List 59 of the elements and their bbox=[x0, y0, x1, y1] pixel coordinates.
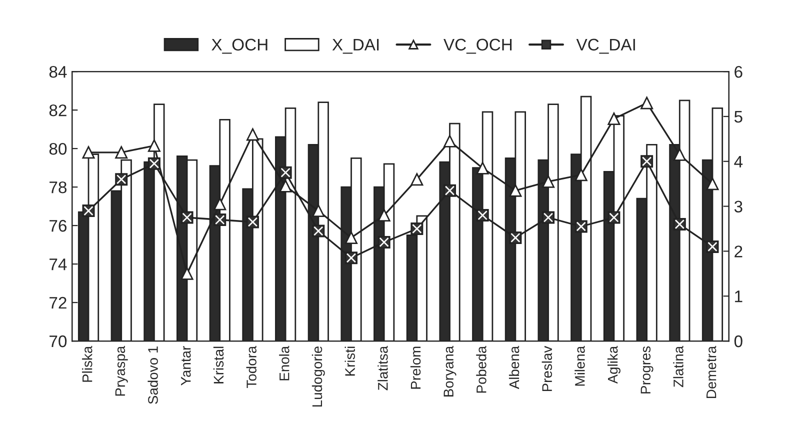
point bbox=[476, 162, 489, 174]
y-tick-label: 70 bbox=[50, 335, 67, 348]
x-tick-label: Milena bbox=[574, 346, 585, 386]
x-tick-label: Pryaspa bbox=[115, 346, 128, 396]
y-tick-label: 74 bbox=[50, 258, 67, 270]
legend-label: X_DAI bbox=[332, 38, 379, 54]
y-tick-label: 80 bbox=[49, 142, 67, 155]
legend-label: X_OCH bbox=[212, 38, 268, 54]
y2-tick-label: 4 bbox=[734, 156, 743, 168]
x-tick-label: Boryana bbox=[444, 346, 456, 396]
point bbox=[180, 267, 194, 280]
point bbox=[509, 184, 522, 197]
y-tick-label: 76 bbox=[50, 220, 66, 232]
y-tick-label: 84 bbox=[49, 66, 67, 78]
point bbox=[82, 146, 95, 159]
point bbox=[574, 168, 588, 182]
y-tick-label: 82 bbox=[49, 104, 66, 116]
x-tick-label: Albena bbox=[508, 346, 520, 390]
y2-tick-label: 0 bbox=[734, 335, 742, 348]
point bbox=[608, 112, 620, 125]
point bbox=[673, 148, 686, 161]
x-tick-label: Aglika bbox=[607, 346, 620, 384]
point bbox=[410, 173, 424, 186]
x-tick-label: Enola bbox=[279, 346, 290, 380]
point bbox=[542, 175, 555, 188]
x-tick-label: Kristal bbox=[213, 346, 224, 384]
x-tick-label: Sadovo 1 bbox=[148, 346, 158, 404]
point bbox=[115, 146, 128, 159]
point bbox=[279, 180, 292, 192]
point bbox=[378, 209, 390, 222]
legend-label: VC_OCH bbox=[444, 38, 512, 54]
point bbox=[246, 128, 259, 141]
point bbox=[312, 204, 325, 218]
x-tick-label: Kristi bbox=[344, 346, 355, 376]
y2-tick-label: 6 bbox=[734, 66, 742, 78]
y2-tick-label: 2 bbox=[734, 246, 742, 258]
x-tick-label: Demetra bbox=[706, 346, 716, 398]
legend-label: VC_DAI bbox=[576, 38, 635, 54]
point bbox=[214, 198, 226, 210]
point bbox=[706, 178, 719, 190]
y2-tick-label: 3 bbox=[734, 200, 742, 212]
y2-tick-label: 5 bbox=[734, 111, 742, 123]
x-tick-label: Zlatina bbox=[673, 346, 684, 388]
x-tick-label: Ludogorie bbox=[312, 346, 325, 407]
x-tick-label: Pobeda bbox=[476, 346, 486, 393]
y2-tick-label: 1 bbox=[735, 290, 742, 302]
point bbox=[148, 139, 160, 152]
x-tick-label: Preslav bbox=[542, 346, 552, 392]
x-tick-label: Pliska bbox=[82, 346, 92, 382]
x-tick-label: Zlatitsa bbox=[378, 346, 388, 390]
y-tick-label: 72 bbox=[50, 296, 66, 309]
point bbox=[344, 231, 358, 244]
x-tick-label: Prelom bbox=[410, 346, 421, 389]
x-tick-label: Yantar bbox=[181, 346, 191, 386]
y-tick-label: 78 bbox=[50, 181, 67, 194]
point bbox=[640, 96, 654, 110]
x-tick-label: Todora bbox=[246, 346, 256, 388]
point bbox=[444, 134, 456, 148]
x-tick-label: Progres bbox=[640, 346, 654, 394]
